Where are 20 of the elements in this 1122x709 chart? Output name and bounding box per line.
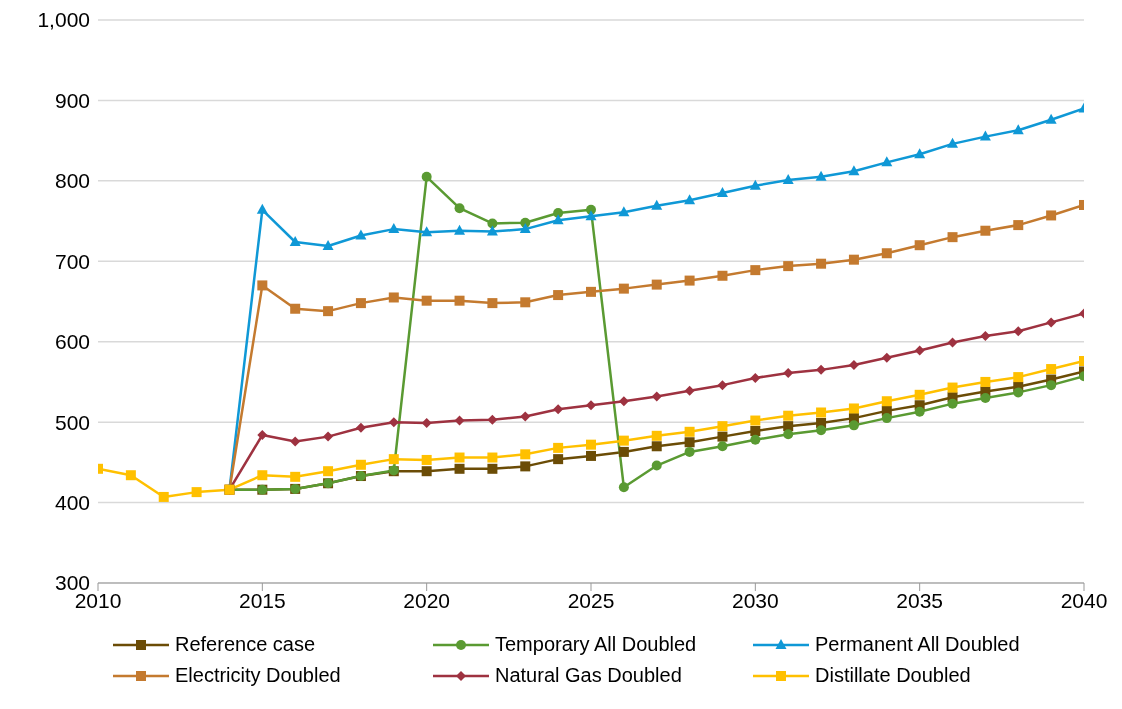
legend-label: Electricity Doubled bbox=[175, 664, 341, 687]
y-tick-label: 800 bbox=[54, 169, 90, 193]
y-tick-label: 300 bbox=[54, 571, 90, 595]
y-tick-label: 400 bbox=[54, 491, 90, 515]
y-tick-label: 1,000 bbox=[37, 8, 90, 32]
x-tick-label: 2015 bbox=[238, 588, 286, 612]
legend-label: Distillate Doubled bbox=[815, 664, 971, 687]
x-tick-label: 2025 bbox=[567, 588, 615, 612]
x-tick-label: 2035 bbox=[896, 588, 944, 612]
legend-label: Natural Gas Doubled bbox=[495, 664, 682, 687]
x-tick-label: 2020 bbox=[403, 588, 451, 612]
y-tick-label: 600 bbox=[54, 330, 90, 354]
y-tick-label: 700 bbox=[54, 249, 90, 273]
y-tick-label: 900 bbox=[54, 88, 90, 112]
legend-label: Temporary All Doubled bbox=[495, 633, 697, 656]
x-tick-label: 2030 bbox=[731, 588, 779, 612]
legend-label: Reference case bbox=[175, 633, 316, 656]
y-tick-label: 500 bbox=[54, 410, 90, 434]
legend-label: Permanent All Doubled bbox=[815, 633, 1020, 656]
x-tick-label: 2040 bbox=[1060, 588, 1108, 612]
